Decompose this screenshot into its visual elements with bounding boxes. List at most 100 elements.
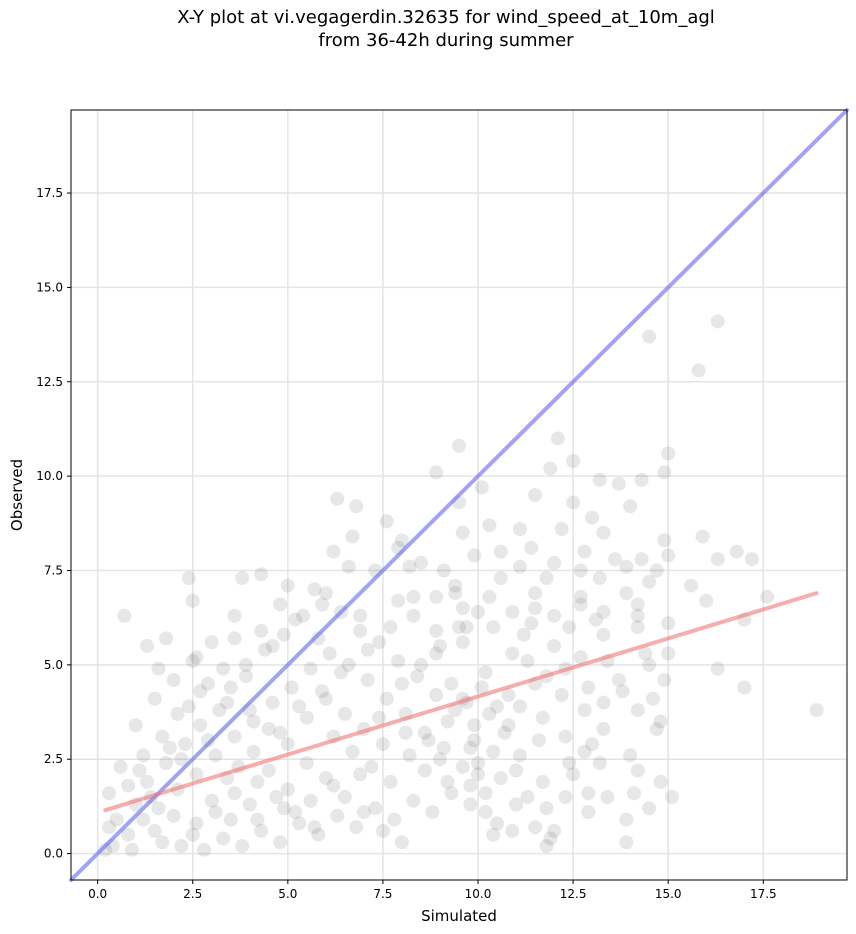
data-point [155, 835, 170, 850]
data-point [394, 676, 409, 691]
data-point [562, 620, 577, 635]
data-point [200, 733, 215, 748]
data-point [619, 812, 634, 827]
data-point [455, 759, 470, 774]
data-point [391, 593, 406, 608]
data-point [528, 601, 543, 616]
data-point [592, 756, 607, 770]
data-point [520, 790, 535, 804]
chart-title-line-2: from 36-42h during summer [318, 30, 574, 51]
data-point [299, 710, 314, 725]
data-point [162, 740, 177, 755]
data-point [509, 797, 524, 812]
data-point [482, 518, 497, 533]
data-point [539, 839, 554, 853]
data-point [634, 472, 649, 487]
data-point [280, 578, 295, 593]
data-point [505, 605, 520, 619]
data-point [638, 646, 653, 661]
data-point [619, 559, 634, 574]
data-point [596, 722, 611, 736]
data-point [581, 786, 596, 801]
data-point [170, 706, 185, 721]
data-point [436, 563, 451, 578]
data-point [486, 744, 501, 759]
data-point [181, 699, 196, 714]
data-point [311, 631, 326, 646]
data-point [497, 725, 512, 740]
data-point [642, 657, 657, 672]
data-point [402, 559, 417, 574]
data-point [471, 767, 485, 782]
data-point [592, 571, 607, 585]
data-point [429, 465, 444, 480]
data-point [315, 597, 330, 612]
data-point [406, 793, 421, 808]
data-point [528, 586, 543, 601]
data-point [611, 673, 626, 687]
data-point [471, 605, 485, 619]
chart-title: X-Y plot at vi.vegagerdin.32635 for wind… [0, 6, 856, 52]
data-point [501, 718, 516, 733]
data-point [185, 593, 200, 608]
data-point [478, 786, 493, 801]
grid-lines [71, 110, 847, 880]
data-point [630, 703, 645, 718]
data-point [136, 748, 151, 763]
data-point [239, 669, 253, 684]
y-tick-label: 0.0 [44, 847, 63, 861]
data-point [509, 763, 524, 778]
data-point [539, 571, 554, 585]
data-point [166, 673, 181, 687]
data-point [353, 608, 368, 623]
data-point [463, 778, 478, 793]
data-point [695, 529, 710, 544]
data-point [608, 552, 622, 567]
data-point [254, 623, 269, 638]
data-point [558, 790, 573, 804]
data-point [368, 801, 383, 816]
data-point [493, 544, 508, 559]
data-point [653, 774, 668, 789]
data-point [375, 737, 390, 752]
data-point [710, 661, 725, 676]
data-point [429, 589, 444, 604]
data-point [387, 812, 402, 827]
data-point [440, 714, 455, 729]
data-point [577, 703, 592, 718]
data-point [505, 823, 520, 838]
data-point [573, 589, 588, 604]
y-tick-label: 12.5 [36, 375, 63, 389]
data-point [151, 801, 166, 816]
data-point [684, 578, 698, 593]
data-point [444, 676, 459, 691]
data-point [227, 786, 242, 801]
data-point [630, 597, 645, 612]
x-tick-label: 2.5 [183, 887, 202, 901]
data-point [619, 835, 634, 850]
data-point [410, 669, 425, 684]
data-point [482, 706, 497, 721]
data-point [242, 797, 257, 812]
fit-line [103, 591, 819, 813]
data-point [493, 571, 508, 585]
data-point [204, 793, 219, 808]
data-point [581, 680, 596, 695]
data-point [649, 722, 664, 736]
data-point [512, 522, 527, 536]
data-point [223, 812, 238, 827]
data-point [345, 744, 360, 759]
data-points [98, 314, 824, 857]
y-tick-label: 10.0 [36, 469, 63, 483]
data-point [627, 786, 641, 801]
data-point [315, 684, 330, 699]
data-point [600, 790, 615, 804]
data-point [585, 737, 600, 752]
data-point [273, 725, 288, 740]
data-point [372, 635, 387, 650]
data-point [478, 805, 493, 820]
data-point [512, 748, 527, 763]
data-point [596, 525, 611, 540]
y-tick-label: 7.5 [44, 563, 63, 577]
data-point [383, 620, 398, 635]
